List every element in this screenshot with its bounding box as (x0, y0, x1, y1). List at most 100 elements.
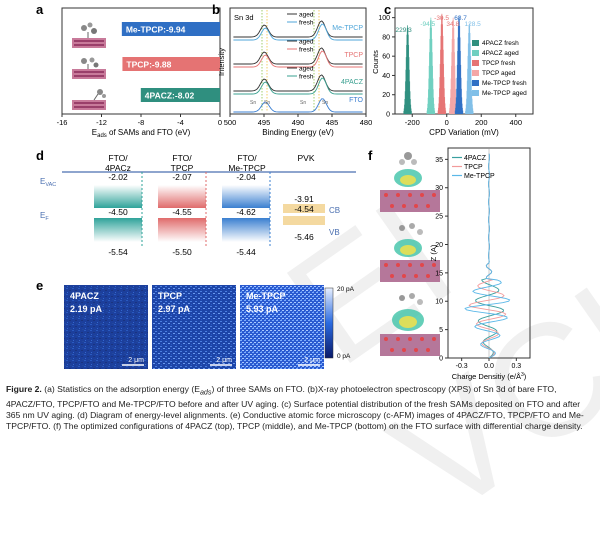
hist-bar (410, 110, 412, 114)
f-ytick-label: 10 (435, 299, 443, 306)
d-header-2: FTO/ (237, 153, 257, 163)
f-ytick-label: 0 (439, 356, 443, 363)
bar-label-1: TPCP:-9.88 (126, 60, 171, 70)
f-xtick-label: 0.0 (484, 363, 494, 370)
c-xtick-label: 0 (445, 118, 449, 127)
panel-d-boxes: -2.02 -4.50 -5.54 -2.07 -4.55 -5.50 -2.04 -4.62… (94, 172, 325, 257)
panel-b-letter: b (212, 2, 220, 17)
structure-me-tpcp (380, 293, 440, 356)
cafm-map-2 (240, 285, 324, 369)
cpd-peak-label: 229.3 (395, 27, 412, 34)
c-ytick-label: 40 (382, 73, 390, 80)
hist-bar (462, 110, 464, 114)
panel-f-ylabel: Z (A) (429, 244, 438, 261)
f-ytick-label: 20 (435, 242, 443, 249)
bar-label-0: Me-TPCP:-9.94 (126, 25, 186, 35)
panel-a: a (36, 2, 222, 139)
xps-row-label-3: FTO (349, 97, 363, 104)
panel-b-ylabel: Intensity (217, 48, 226, 76)
d-top-value: -2.02 (108, 172, 128, 182)
legend-aged: aged (299, 39, 314, 46)
f-ytick-label: 30 (435, 185, 443, 192)
f-legend-label: 4PACZ (464, 155, 487, 162)
vb-label: VB (329, 228, 340, 237)
f-curve-2 (464, 153, 511, 359)
d-mid-value: -4.50 (108, 207, 128, 217)
panel-b-xlabel: Binding Energy (eV) (262, 128, 334, 137)
ef-label: EF (40, 211, 49, 222)
c-legend-label: 4PACZ fresh (482, 40, 519, 47)
xps-fresh-0 (233, 23, 363, 41)
panel-c-letter: c (384, 2, 391, 17)
b-tick-label: 495 (258, 118, 271, 127)
cafm-scalebar-label: 2 μm (216, 357, 232, 364)
legend-aged: aged (299, 12, 314, 19)
f-curve-1 (468, 153, 507, 359)
xps-row-label-0: Me-TPCP (332, 25, 363, 32)
d-box-lower-2 (222, 218, 270, 242)
molecule-tpcp-sketch (72, 57, 106, 79)
cafm-map-1 (152, 285, 236, 369)
cpd-peak-label: 128.5 (464, 21, 481, 28)
c-ytick-label: 100 (378, 15, 390, 22)
f-curve-0 (475, 153, 504, 359)
panel-f-letter: f (368, 148, 373, 163)
bar-label-2: 4PACZ:-8.02 (145, 91, 195, 101)
sn-label: Sn (264, 100, 270, 106)
pvk-mid-value: -4.54 (294, 204, 314, 214)
structure-4pacz (380, 152, 440, 212)
figure-caption: Figure 2. (a) Statistics on the adsorpti… (6, 384, 594, 433)
panel-e-letter: e (36, 278, 43, 293)
cafm-map-current: 2.19 pA (70, 304, 103, 314)
c-ytick-label: 80 (382, 34, 390, 41)
d-box-upper-1 (158, 185, 206, 208)
panel-d-letter: d (36, 148, 44, 163)
panel-c-ylabel: Counts (371, 50, 380, 74)
legend-aged: aged (299, 66, 314, 73)
pvk-vb-box (283, 216, 325, 225)
bar-0 (121, 22, 220, 36)
d-header-1: TPCP (171, 163, 194, 173)
c-legend-swatch (472, 70, 479, 76)
d-bot-value: -5.50 (172, 247, 192, 257)
b-tick-label: 490 (292, 118, 305, 127)
a-tick-label: 0 (218, 118, 222, 127)
panel-c-ticks: 0 20 40 60 80 100 -200 0 200 400 (378, 15, 522, 127)
f-ytick-label: 35 (435, 157, 443, 164)
caption-text2: ) of three SAMs on FTO. (b)X-ray photoel… (6, 384, 584, 432)
c-legend-swatch (472, 80, 479, 86)
xps-row-label-1: TPCP (344, 52, 363, 59)
d-box-upper-2 (222, 185, 270, 208)
d-header-0: 4PACz (105, 163, 131, 173)
a-tick-label: -16 (57, 118, 68, 127)
d-header-2: Me-TPCP (228, 163, 266, 173)
cafm-map-current: 2.97 pA (158, 304, 191, 314)
f-legend-label: Me-TPCP (464, 173, 495, 180)
xps-aged-1 (233, 47, 363, 65)
c-ytick-label: 20 (382, 92, 390, 99)
c-ytick-label: 0 (386, 112, 390, 119)
panel-f-structures (380, 152, 440, 356)
legend-fresh: fresh (299, 20, 314, 27)
c-legend-label: 4PACZ aged (482, 50, 519, 57)
sn-label: Sn (322, 100, 328, 106)
d-top-value: -2.07 (172, 172, 192, 182)
c-legend-swatch (472, 90, 479, 96)
cafm-map-current: 5.93 pA (246, 304, 279, 314)
panel-b-title: Sn 3d (234, 13, 254, 22)
b-tick-label: 500 (224, 118, 237, 127)
panel-c-xlabel: CPD Variation (mV) (429, 128, 499, 137)
a-tick-label: -8 (138, 118, 145, 127)
f-legend-label: TPCP (464, 164, 483, 171)
xps-aged-2 (233, 74, 363, 92)
panel-b-curves: agedfreshMe-TPCPagedfreshTPCPagedfresh4P… (233, 12, 364, 113)
xps-fresh-1 (233, 50, 363, 68)
panel-b: b Sn 3d Intensity agedfreshMe-TPCPagedfr… (212, 2, 372, 137)
f-ytick-label: 5 (439, 327, 443, 334)
bar-2 (140, 88, 220, 102)
panel-c-legend: 4PACZ fresh 4PACZ aged TPCP fresh TPCP aged… (472, 40, 527, 97)
cafm-map-name: TPCP (158, 291, 182, 301)
panel-f-legend: 4PACZ TPCP Me-TPCP (452, 155, 495, 180)
